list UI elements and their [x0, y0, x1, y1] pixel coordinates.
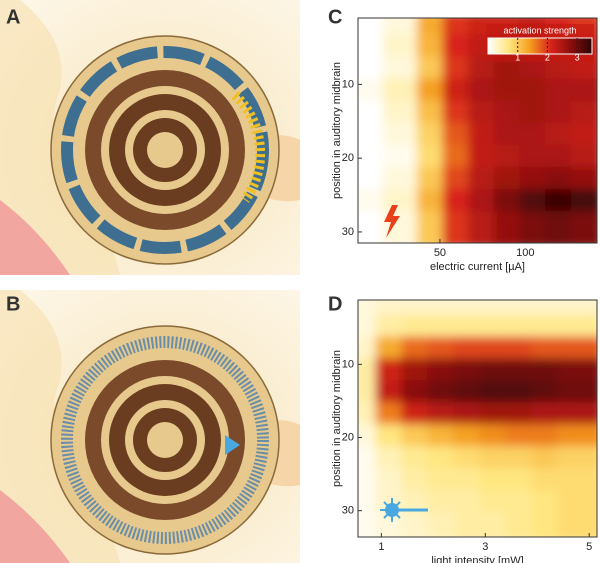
x-tick-label: 50 — [434, 247, 446, 259]
y-tick-label: 10 — [342, 358, 354, 370]
heat-cell — [557, 512, 600, 543]
x-axis-label: electric current [µA] — [430, 261, 525, 273]
figure: A B C D 50 100 10 20 30 electric current [µA]… — [0, 0, 600, 563]
colorbar-label: activation strength — [503, 25, 576, 35]
panel-letter: C — [328, 6, 342, 28]
y-tick-label: 20 — [342, 152, 354, 164]
y-tick-label: 30 — [342, 505, 354, 517]
colorbar-tick-label: 1 — [515, 52, 520, 62]
y-tick-label: 10 — [342, 78, 354, 90]
y-axis-label: position in auditory midbrain — [331, 350, 343, 487]
panel-letter: B — [6, 293, 20, 315]
cochlea-illustration-a — [0, 0, 300, 275]
cochlea-illustration-b — [0, 290, 300, 563]
x-tick-label: 100 — [516, 247, 534, 259]
x-tick-label: 3 — [482, 541, 488, 553]
y-axis-label: position in auditory midbrain — [331, 62, 343, 199]
x-tick-label: 5 — [586, 541, 592, 553]
page: { "panel_labels": ["A", "B", "C", "D"], … — [0, 0, 600, 563]
y-tick-label: 20 — [342, 431, 354, 443]
x-tick-label: 1 — [378, 541, 384, 553]
colorbar-tick-label: 2 — [545, 52, 550, 62]
panel-letter: D — [328, 293, 342, 315]
x-axis-label: light intensity [mW] — [431, 555, 523, 563]
panel-letter: A — [6, 6, 20, 28]
y-tick-label: 30 — [342, 226, 354, 238]
colorbar-tick-label: 3 — [575, 52, 580, 62]
